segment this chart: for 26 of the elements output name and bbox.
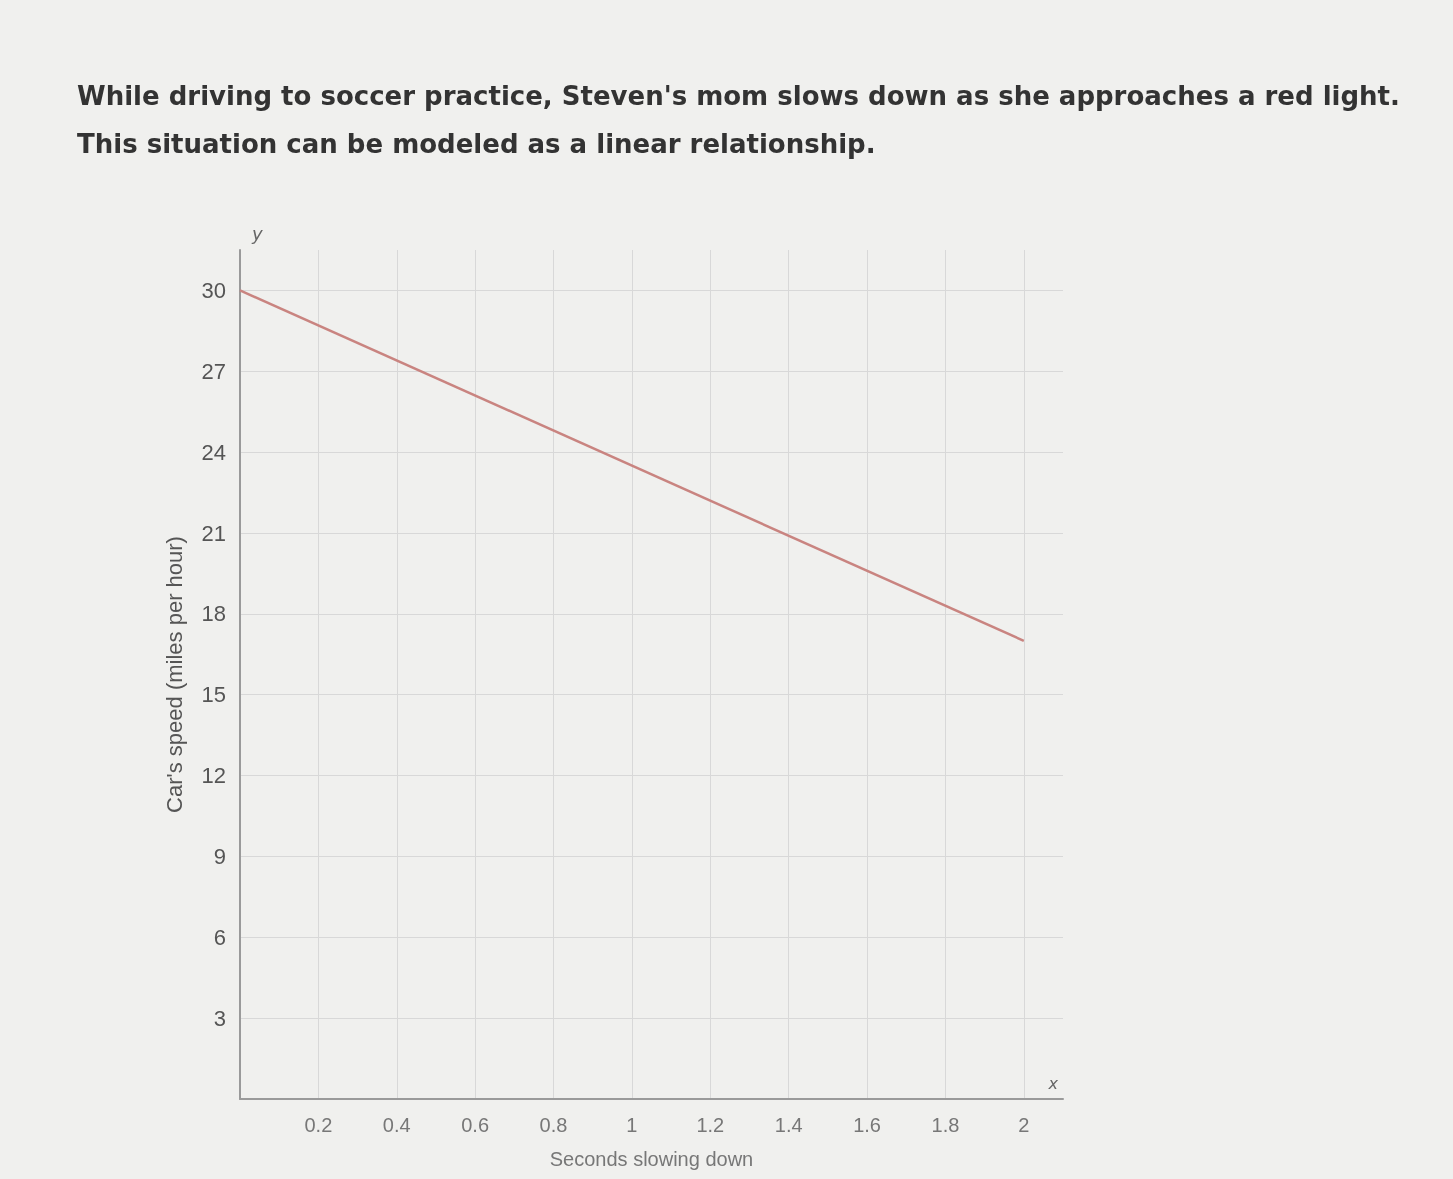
y-tick-label: 30: [201, 277, 226, 303]
chart-title: While driving to soccer practice, Steven's mom slows down as she approaches a red light.: [77, 81, 1400, 111]
x-tick-label: 0.8: [539, 1114, 568, 1136]
x-tick-label: 1: [626, 1114, 638, 1136]
y-tick-label: 9: [213, 843, 226, 869]
x-tick-label: 2: [1018, 1114, 1030, 1136]
x-tick-label: 0.4: [382, 1114, 411, 1136]
text: y: [251, 222, 263, 244]
y-tick-label: 6: [213, 924, 226, 950]
x-tick-label: 1.2: [696, 1114, 725, 1136]
x-tick-label: 1.8: [931, 1114, 960, 1136]
y-tick-label: 3: [213, 1005, 226, 1031]
y-axis-title: Car's speed (miles per hour): [161, 536, 187, 813]
chart-subtitle: This situation can be modeled as a linear relationship.: [77, 129, 876, 159]
x-tick-label: 1.6: [853, 1114, 881, 1136]
y-tick-label: 24: [201, 439, 226, 465]
y-tick-label: 15: [201, 682, 226, 708]
y-tick-label: 21: [201, 520, 226, 546]
x-tick-label: 0.6: [461, 1114, 490, 1136]
annotation: x: [1047, 1073, 1059, 1093]
y-tick-label: 18: [201, 601, 226, 627]
x-tick-label: 1.4: [774, 1114, 803, 1136]
y-tick-label: 27: [201, 358, 226, 384]
x-axis-title: Seconds slowing down: [549, 1148, 754, 1170]
x-tick-label: 0.2: [304, 1114, 333, 1136]
y-tick-label: 12: [201, 763, 226, 789]
